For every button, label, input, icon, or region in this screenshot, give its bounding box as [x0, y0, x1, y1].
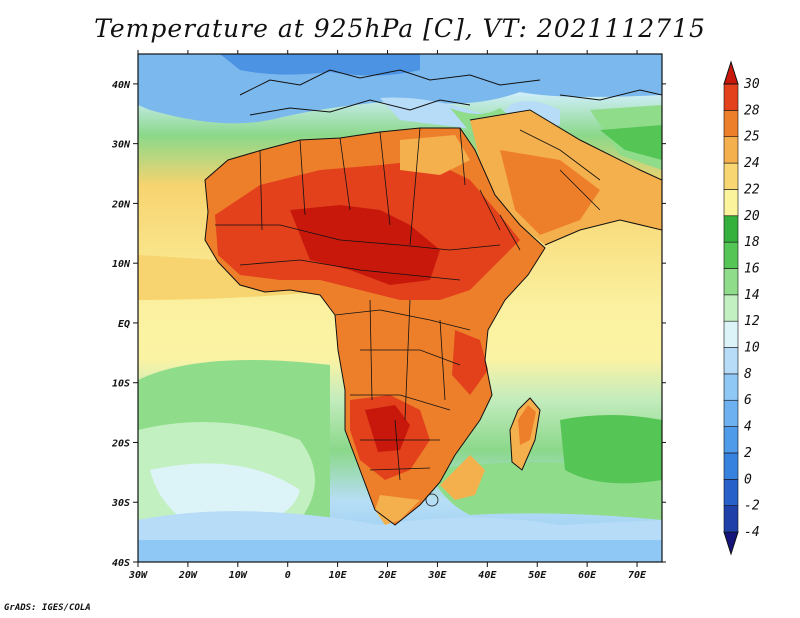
y-tick-label: 40S [112, 558, 130, 569]
colorbar-label: 8 [744, 367, 752, 382]
colorbar-label: 0 [744, 472, 752, 487]
country-borders [215, 127, 601, 507]
colorbar-segment [723, 189, 739, 217]
colorbar-segment [723, 320, 739, 348]
colorbar-segment [723, 426, 739, 454]
colorbar-segment [723, 294, 739, 322]
colorbar-label: -2 [744, 499, 760, 514]
x-tick-label: 30W [128, 570, 148, 581]
colorbar-label: 25 [744, 130, 760, 145]
x-tick-label: 10W [229, 570, 248, 581]
colorbar-label: 10 [744, 341, 760, 356]
colorbar-segment [723, 136, 739, 164]
colorbar-segment [723, 110, 739, 138]
y-tick-label: 30S [111, 498, 130, 509]
colorbar-label: -4 [744, 525, 760, 540]
x-tick-label: 10E [329, 570, 348, 581]
x-tick-label: 0 [285, 570, 291, 581]
x-tick-label: 30E [427, 570, 447, 581]
x-tick-label: 50E [528, 570, 547, 581]
map-title: Temperature at 925hPa [C], VT: 202111271… [94, 14, 706, 43]
colorbar-max-triangle [723, 60, 739, 85]
colorbar-segment [723, 162, 739, 190]
colorbar-label: 14 [744, 288, 760, 303]
x-tick-label: 40E [478, 570, 497, 581]
colorbar-segment [723, 268, 739, 296]
colorbar-segment [723, 241, 739, 269]
colorbar-segment [723, 373, 739, 401]
x-axis: 30W 20W 10W 0 10E 20E 30E 40E 50E 60E 70E [128, 50, 647, 581]
colorbar-segment [723, 505, 739, 533]
grads-credit: GrADS: IGES/COLA [4, 603, 91, 613]
colorbar-segment [723, 215, 739, 243]
colorbar-segment [723, 399, 739, 427]
x-tick-label: 70E [628, 570, 647, 581]
plot-frame [137, 53, 663, 563]
colorbar-label: 16 [744, 261, 760, 276]
colorbar-label: 2 [744, 446, 752, 461]
colorbar-label: 12 [744, 314, 760, 329]
y-tick-label: 20N [111, 199, 131, 210]
colorbar-label: 20 [744, 209, 760, 224]
y-tick-label: 20S [111, 438, 130, 449]
colorbar-segment [723, 83, 739, 111]
y-tick-label: 10N [112, 259, 131, 270]
colorbar-label: 24 [744, 156, 760, 171]
y-tick-label: 40N [112, 80, 131, 91]
coastline [204, 69, 662, 526]
y-tick-label: 30N [111, 140, 131, 151]
x-tick-label: 60E [578, 570, 597, 581]
colorbar-segment [723, 478, 739, 506]
colorbar-segment [723, 347, 739, 375]
colorbar-min-triangle [723, 531, 739, 556]
colorbar-label: 4 [744, 420, 752, 435]
y-axis: 40S 30S 20S 10S EQ 10N 20N 30N 40N [111, 80, 666, 569]
colorbar-label: 28 [744, 103, 760, 118]
colorbar-label: 6 [744, 393, 752, 408]
colorbar-label: 22 [744, 182, 760, 197]
colorbar-label: 18 [744, 235, 760, 250]
colorbar-label: 30 [743, 77, 760, 92]
colorbar-segment [723, 452, 739, 480]
y-tick-label: 10S [112, 379, 130, 390]
x-tick-label: 20E [377, 570, 397, 581]
x-tick-label: 20W [178, 570, 198, 581]
y-tick-label: EQ [118, 319, 130, 330]
